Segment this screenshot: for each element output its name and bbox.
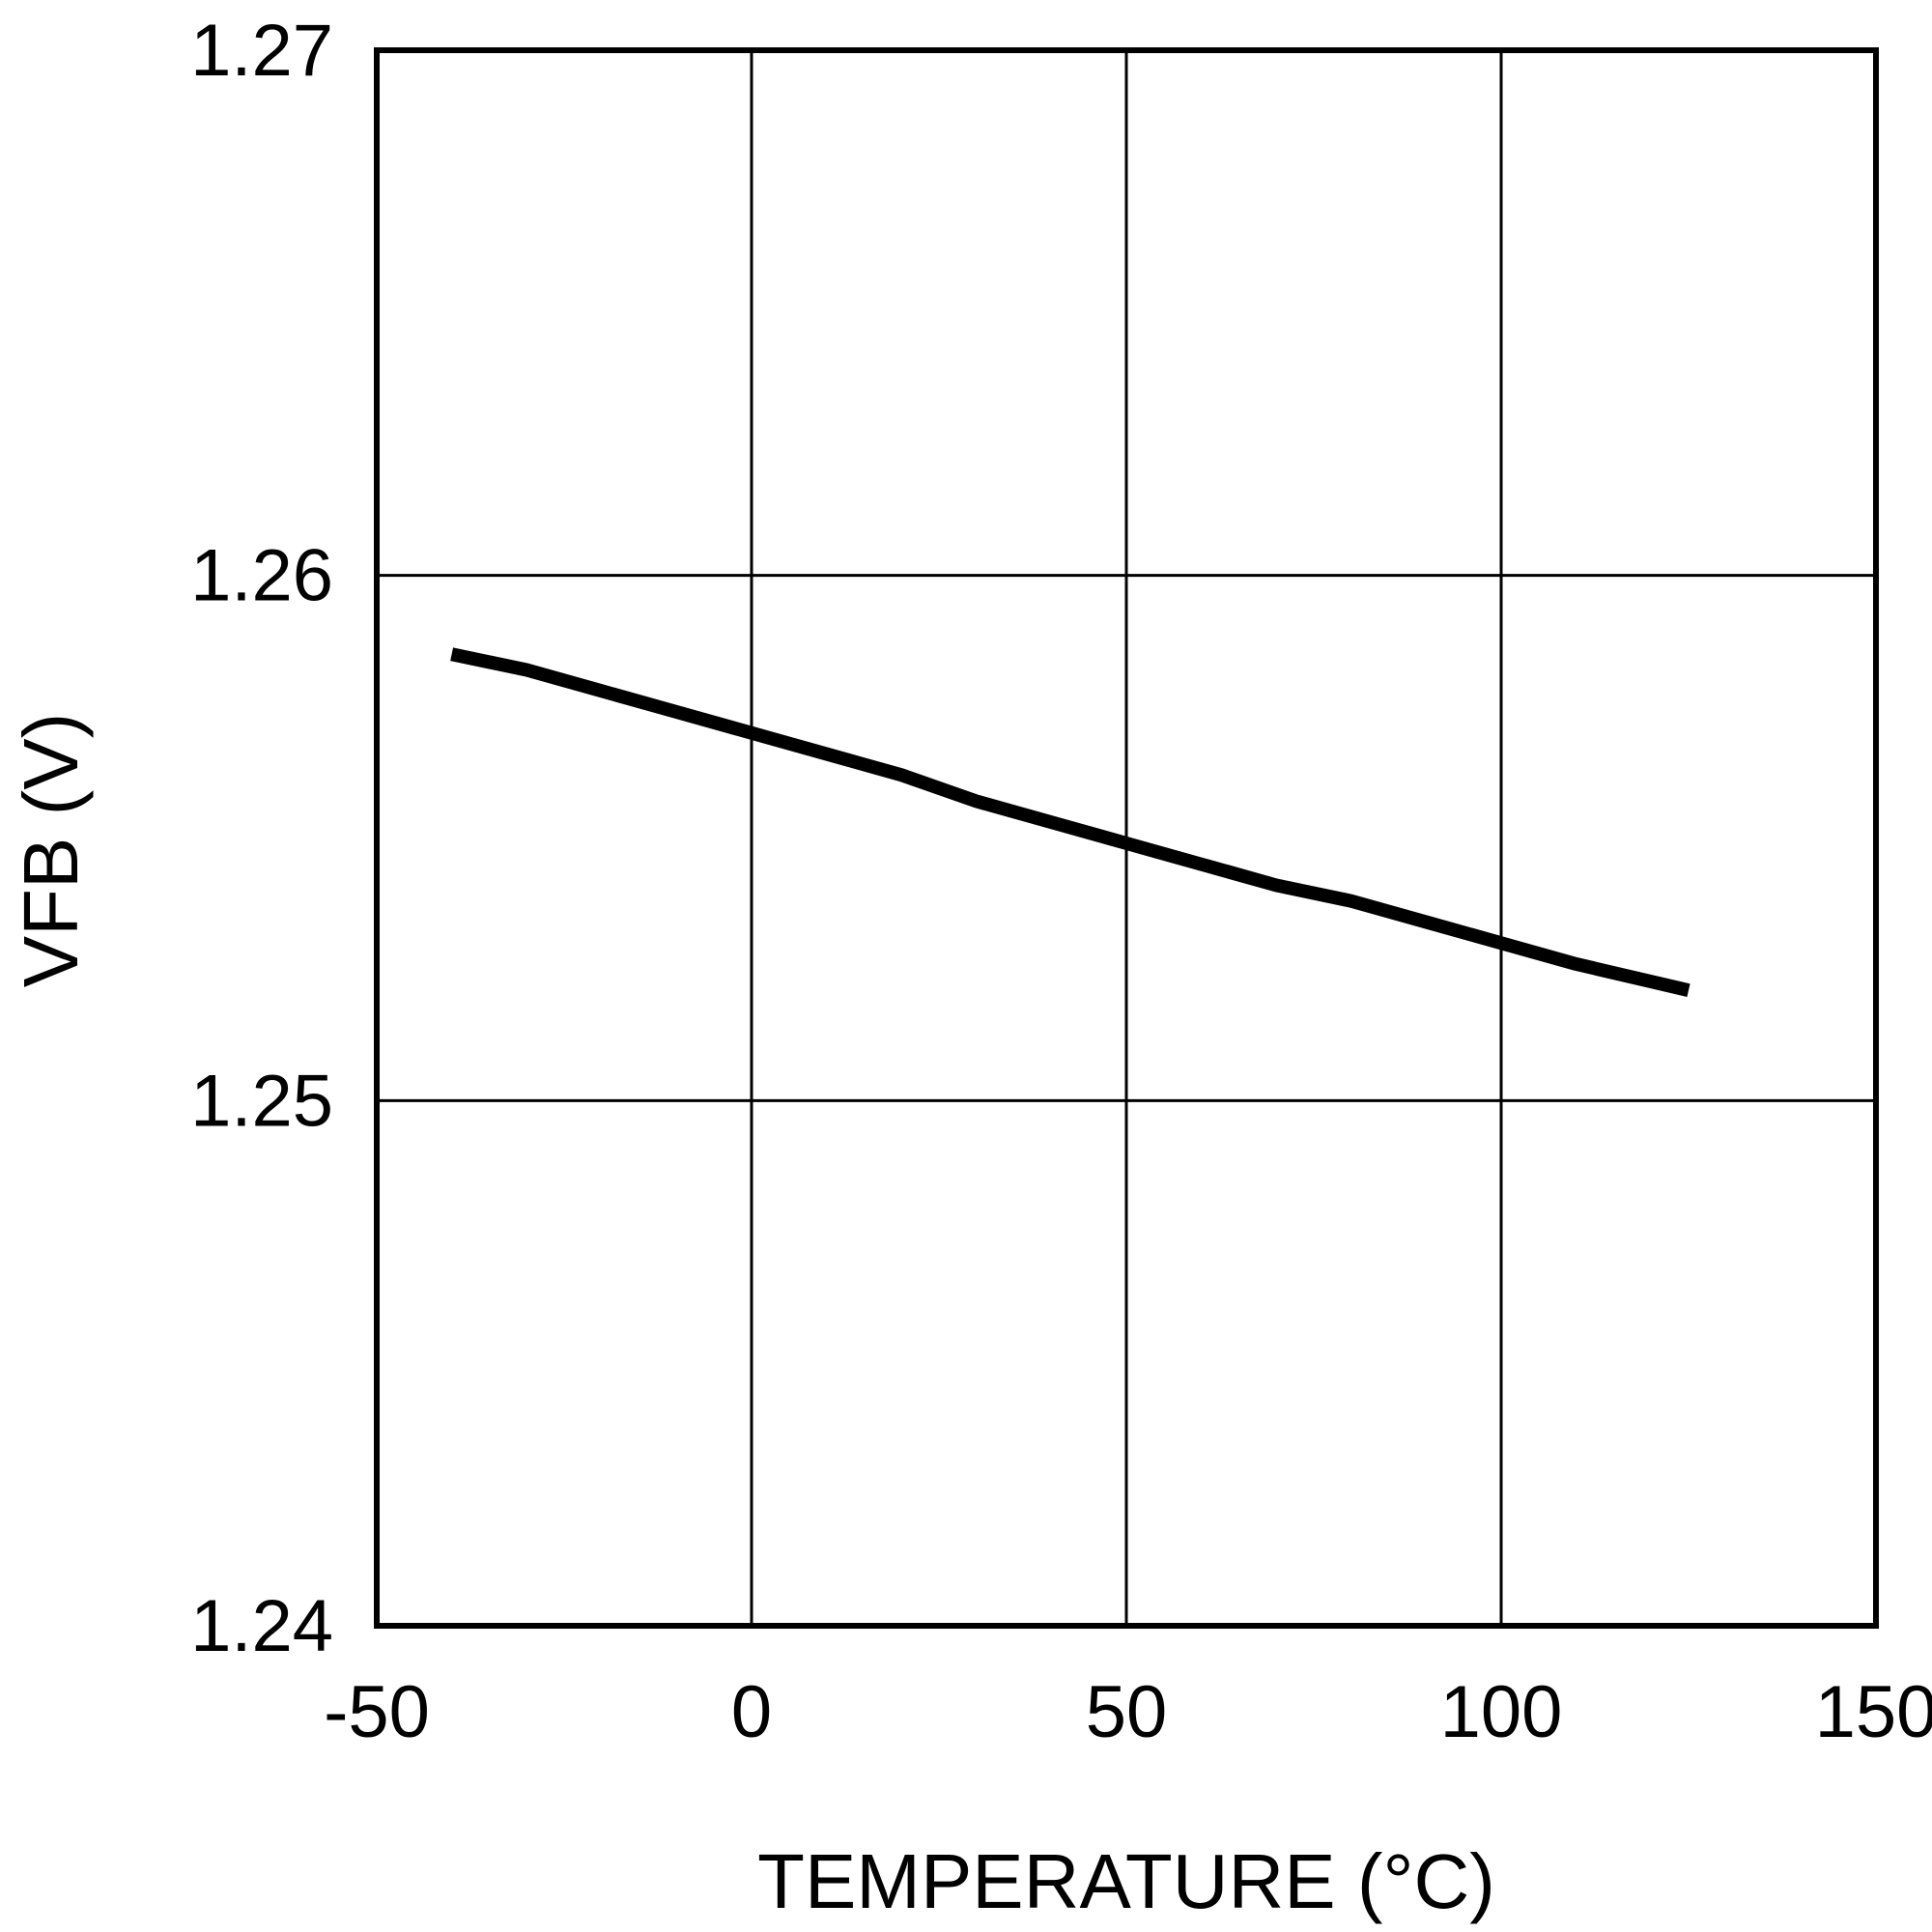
data-series-line (450, 647, 1690, 997)
x-tick-label: 100 (1440, 1671, 1563, 1753)
x-tick-label: 150 (1815, 1671, 1932, 1753)
x-axis-title: TEMPERATURE (°C) (757, 1838, 1495, 1924)
y-tick-label: 1.27 (190, 10, 333, 92)
plot-border (374, 47, 1879, 1629)
y-tick-label: 1.26 (190, 535, 333, 617)
y-tick-labels-group: 1.24 1.25 1.26 1.27 (190, 10, 333, 1667)
x-tick-label: 0 (731, 1671, 772, 1753)
x-tick-label: -50 (324, 1671, 430, 1753)
x-tick-label: 50 (1086, 1671, 1168, 1753)
y-axis-title: VFB (V) (8, 713, 94, 987)
y-tick-label: 1.25 (190, 1060, 333, 1142)
y-tick-label: 1.24 (190, 1585, 333, 1667)
x-tick-labels-group: -50 0 50 100 150 (324, 1671, 1932, 1753)
series-group (450, 647, 1690, 997)
